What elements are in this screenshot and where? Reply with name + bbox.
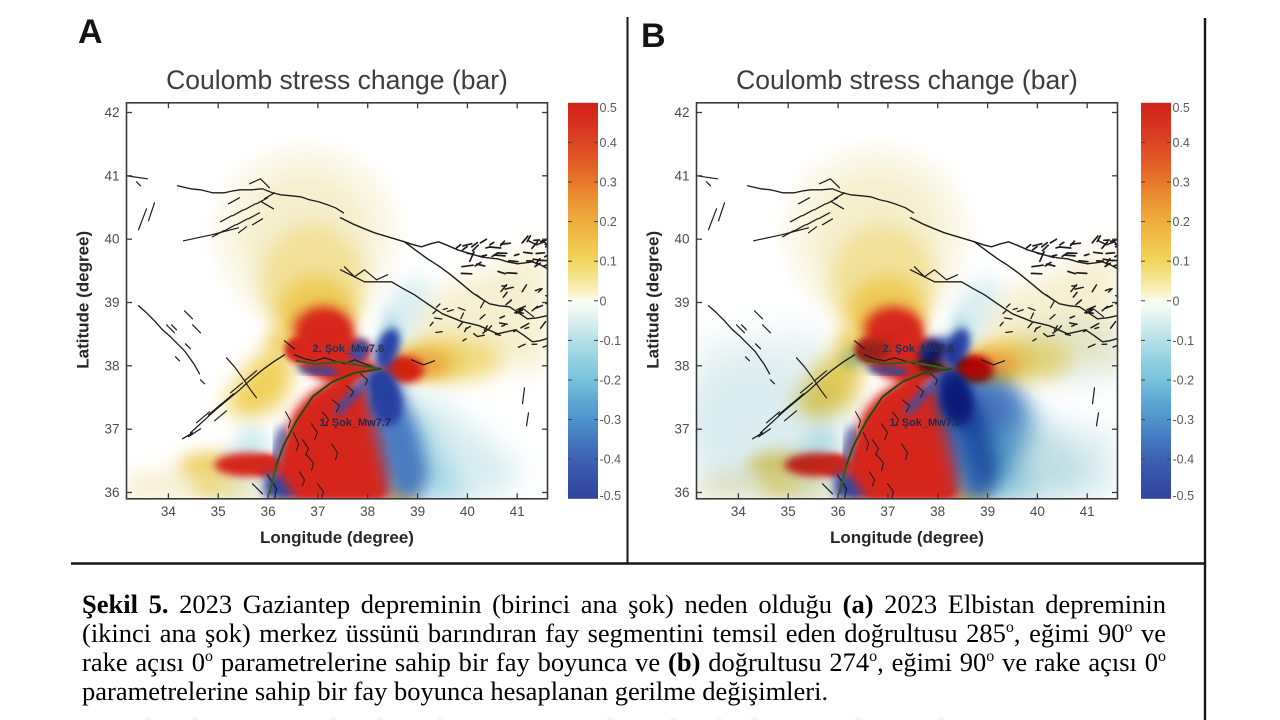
svg-text:37: 37 xyxy=(674,422,689,437)
svg-text:39: 39 xyxy=(104,295,119,310)
svg-text:36: 36 xyxy=(831,504,846,519)
svg-text:41: 41 xyxy=(674,168,689,183)
svg-text:37: 37 xyxy=(880,504,895,519)
svg-text:1. Şok_Mw7.7: 1. Şok_Mw7.7 xyxy=(890,417,962,429)
svg-text:41: 41 xyxy=(104,168,119,183)
svg-text:36: 36 xyxy=(261,504,276,519)
svg-text:Latitude (degree): Latitude (degree) xyxy=(644,231,663,369)
svg-text:38: 38 xyxy=(930,504,945,519)
svg-text:Longitude (degree): Longitude (degree) xyxy=(260,528,414,547)
svg-text:Longitude (degree): Longitude (degree) xyxy=(830,528,984,547)
svg-text:40: 40 xyxy=(460,504,475,519)
svg-text:35: 35 xyxy=(211,504,226,519)
svg-text:40: 40 xyxy=(1030,504,1045,519)
svg-text:38: 38 xyxy=(104,358,119,373)
svg-text:39: 39 xyxy=(980,504,995,519)
svg-text:34: 34 xyxy=(731,504,747,519)
svg-text:42: 42 xyxy=(674,105,689,120)
svg-text:40: 40 xyxy=(104,232,119,247)
svg-text:38: 38 xyxy=(360,504,375,519)
svg-text:1. Şok_Mw7.7: 1. Şok_Mw7.7 xyxy=(320,417,392,429)
svg-text:Coulomb stress change (bar): Coulomb stress change (bar) xyxy=(736,65,1078,95)
svg-text:37: 37 xyxy=(104,422,119,437)
svg-text:37: 37 xyxy=(310,504,325,519)
svg-text:40: 40 xyxy=(674,232,689,247)
svg-text:B: B xyxy=(641,17,666,55)
svg-text:42: 42 xyxy=(104,105,119,120)
svg-text:38: 38 xyxy=(674,358,689,373)
svg-text:41: 41 xyxy=(510,504,525,519)
svg-text:39: 39 xyxy=(410,504,425,519)
svg-text:2. Şok_Mw7.8: 2. Şok_Mw7.8 xyxy=(313,343,385,355)
svg-text:36: 36 xyxy=(104,485,119,500)
svg-text:36: 36 xyxy=(674,485,689,500)
svg-text:41: 41 xyxy=(1080,504,1095,519)
svg-text:A: A xyxy=(78,13,103,51)
svg-text:34: 34 xyxy=(161,504,177,519)
svg-text:35: 35 xyxy=(781,504,796,519)
svg-text:Coulomb stress change (bar): Coulomb stress change (bar) xyxy=(166,65,508,95)
svg-text:2. Şok_Mw7.8: 2. Şok_Mw7.8 xyxy=(883,343,955,355)
svg-text:39: 39 xyxy=(674,295,689,310)
svg-text:Latitude (degree): Latitude (degree) xyxy=(74,231,93,369)
